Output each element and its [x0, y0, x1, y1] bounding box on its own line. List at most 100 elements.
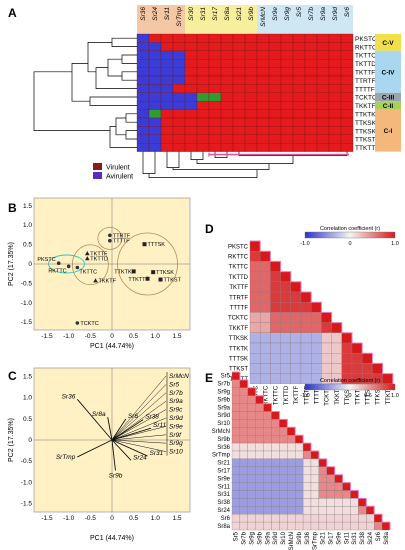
heatmap-cell	[232, 126, 246, 135]
heatmap-cell	[148, 117, 162, 127]
corr-d-cell	[270, 302, 281, 313]
corr-e-cell	[247, 498, 256, 507]
corr-e-row-label: Sr9b	[217, 397, 230, 403]
heatmap-cell	[328, 134, 342, 144]
pca-c-cluster-label: Sr9d	[169, 415, 183, 422]
pca-c-vector-label-srtmp: SrTmp	[56, 454, 76, 461]
corr-d-col-label: TTKST	[376, 385, 382, 404]
corr-d-cell	[341, 353, 353, 364]
pca-b-label-ttktk: TTKTK	[114, 269, 132, 275]
heatmap-cell	[328, 117, 342, 127]
heatmap-cell	[160, 101, 174, 110]
heatmap-cell	[268, 134, 282, 144]
heatmap-cell	[280, 109, 294, 119]
corr-e-cell	[231, 427, 241, 436]
heatmap-legend: Virulent Avirulent	[93, 163, 133, 181]
pca-c-ytick: -1.5	[21, 501, 33, 508]
heatmap-cell	[244, 126, 258, 135]
corr-e-cell	[271, 506, 280, 515]
corr-d-cell	[351, 353, 363, 364]
heatmap-cell	[220, 50, 234, 60]
heatmap-cell	[244, 67, 258, 77]
corr-e-cell	[231, 490, 241, 499]
corr-e-cell	[263, 458, 272, 467]
corr-e-cell	[310, 490, 320, 499]
corr-e-cell	[255, 466, 264, 475]
row-label-ttktt: TTKTT	[355, 145, 375, 152]
heatmap-cell	[316, 143, 330, 152]
col-label-sr6: Sr6	[344, 7, 351, 18]
heatmap-cell	[172, 134, 186, 144]
corr-e-cell	[334, 514, 343, 523]
heatmap-cell	[208, 109, 222, 119]
corr-e-cell	[255, 411, 264, 420]
heatmap-cell	[136, 67, 150, 77]
corr-e-cell	[310, 450, 320, 460]
heatmap-cell	[136, 50, 150, 60]
heatmap-cell	[316, 126, 330, 135]
heatmap-cell	[304, 67, 318, 77]
row-label-tkktf: TKKTF	[355, 103, 376, 110]
heatmap-cell	[148, 101, 162, 110]
corr-d-cell	[249, 312, 261, 323]
pca-c-ytick: 1.5	[23, 373, 32, 380]
heatmap-cell	[304, 50, 318, 60]
heatmap-cell	[316, 92, 330, 102]
corr-d-col-label: TTKTK	[355, 386, 361, 405]
pca-b-ytick: 0.5	[23, 242, 32, 249]
corr-d-cell	[311, 342, 322, 354]
heatmap-cell	[220, 109, 234, 119]
corr-e-col-label: Sr9a	[265, 531, 271, 544]
pca-b-label-tttsk: TTTSK	[148, 242, 166, 248]
pca-b-label-rkttc: RKTTC	[48, 268, 66, 274]
corr-d-cell	[260, 342, 271, 354]
pca-b-label-ttrtf: TTRTF	[113, 233, 131, 239]
corr-e-cell	[271, 482, 280, 491]
col-label-sr30: Sr30	[188, 7, 195, 21]
corr-e-cell	[231, 466, 241, 475]
corr-e-cell	[295, 450, 304, 460]
corr-e-cell	[295, 474, 304, 483]
corr-e-cell	[295, 442, 304, 452]
panel-label-a: A	[8, 6, 17, 20]
heatmap-cell	[136, 134, 150, 144]
corr-e-cell	[342, 482, 351, 491]
heatmap-cell	[208, 101, 222, 110]
corr-e-cell	[342, 498, 351, 507]
heatmap-cell	[292, 101, 306, 110]
corr-d-cell	[311, 353, 322, 364]
col-label-sr31: Sr31	[200, 7, 207, 21]
heatmap-cell	[196, 109, 210, 119]
row-dendrogram-branch	[121, 71, 137, 81]
corr-e-row-label: Sr10	[217, 421, 230, 427]
corr-e-cell	[231, 371, 241, 381]
corr-e-cell	[239, 435, 248, 444]
heatmap-cell	[172, 92, 186, 102]
corr-e-cells	[231, 371, 391, 531]
heatmap-cell	[340, 59, 354, 68]
pca-b-xtick: -0.5	[85, 333, 97, 340]
heatmap-cell	[172, 109, 186, 119]
corr-e-cell	[287, 506, 296, 515]
corr-e-row-label: Sr9e	[217, 476, 230, 482]
corr-e-cell	[247, 474, 256, 483]
heatmap-cell	[136, 75, 150, 85]
corr-d-cell	[270, 271, 281, 282]
corr-e-cell	[295, 514, 304, 523]
corr-d-cell	[280, 322, 291, 333]
heatmap-cell	[160, 109, 174, 119]
pca-c-cluster-vector	[111, 384, 167, 441]
heatmap-cell	[196, 50, 210, 60]
corr-e-cell	[334, 474, 343, 483]
heatmap-cell	[292, 42, 306, 51]
pca-c-vector-sr31	[111, 439, 148, 457]
heatmap-cell	[160, 117, 174, 127]
corr-d-cell	[321, 332, 332, 344]
pca-c-xtick: 0	[110, 515, 114, 522]
pca-c-vector-label-sr8a: Sr8a	[92, 411, 106, 418]
corr-e-cell	[263, 482, 272, 491]
heatmap-cell	[328, 109, 342, 119]
corr-e-cell	[271, 514, 280, 523]
heatmap-cell	[292, 84, 306, 93]
